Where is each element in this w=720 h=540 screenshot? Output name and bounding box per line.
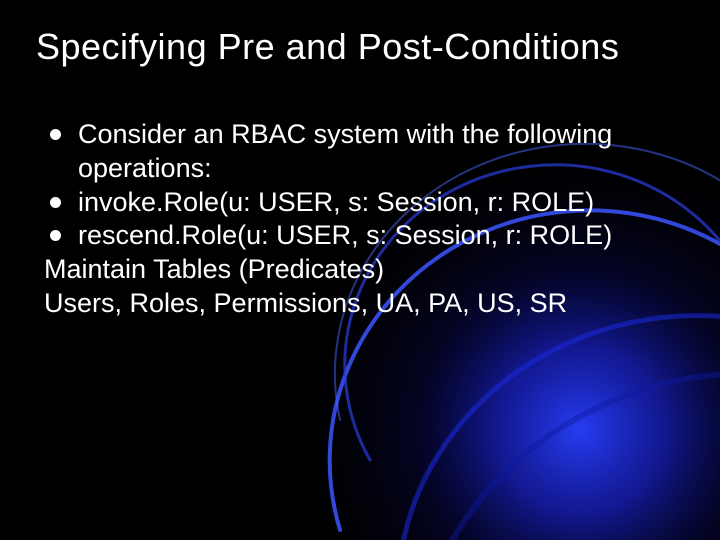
bullet-item: Consider an RBAC system with the followi… [44, 118, 668, 186]
bullet-item: invoke.Role(u: USER, s: Session, r: ROLE… [44, 186, 668, 220]
slide: Specifying Pre and Post-Conditions Consi… [0, 0, 720, 540]
bullet-item: rescend.Role(u: USER, s: Session, r: ROL… [44, 219, 668, 253]
slide-title: Specifying Pre and Post-Conditions [36, 26, 619, 68]
body-line: Maintain Tables (Predicates) [44, 253, 668, 287]
body-line: Users, Roles, Permissions, UA, PA, US, S… [44, 287, 668, 321]
slide-body: Consider an RBAC system with the followi… [44, 118, 668, 321]
